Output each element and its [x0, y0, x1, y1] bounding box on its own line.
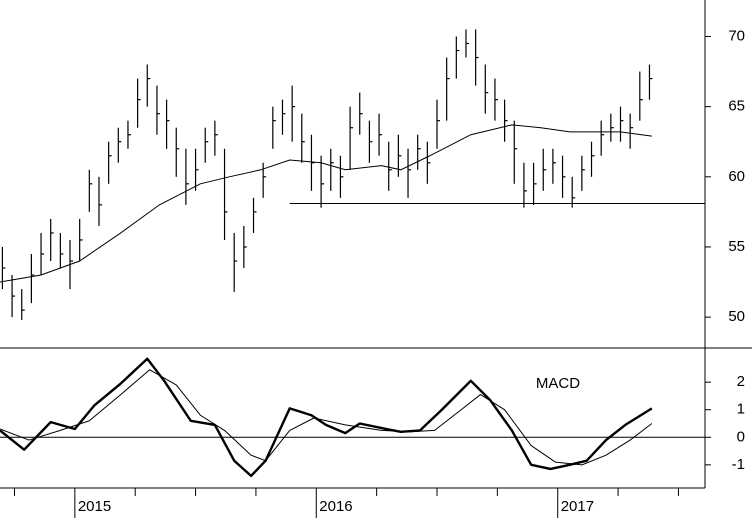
- moving-average: [0, 124, 652, 283]
- macd-label: MACD: [536, 375, 580, 392]
- y-tick-label: 0: [737, 428, 745, 445]
- y-tick-label: -1: [732, 456, 745, 473]
- y-tick-label: 2: [737, 373, 745, 390]
- x-tick-label: 2016: [319, 498, 352, 515]
- y-tick-label: 50: [728, 308, 745, 325]
- macd-line: [0, 357, 653, 478]
- x-tick-label: 2017: [561, 498, 594, 515]
- y-tick-label: 55: [728, 238, 745, 255]
- y-tick-label: 65: [728, 98, 745, 115]
- macd-line: [0, 369, 653, 466]
- y-tick-label: 1: [737, 401, 745, 418]
- x-tick-label: 2015: [78, 498, 111, 515]
- y-tick-label: 70: [728, 27, 745, 44]
- y-tick-label: 60: [728, 168, 745, 185]
